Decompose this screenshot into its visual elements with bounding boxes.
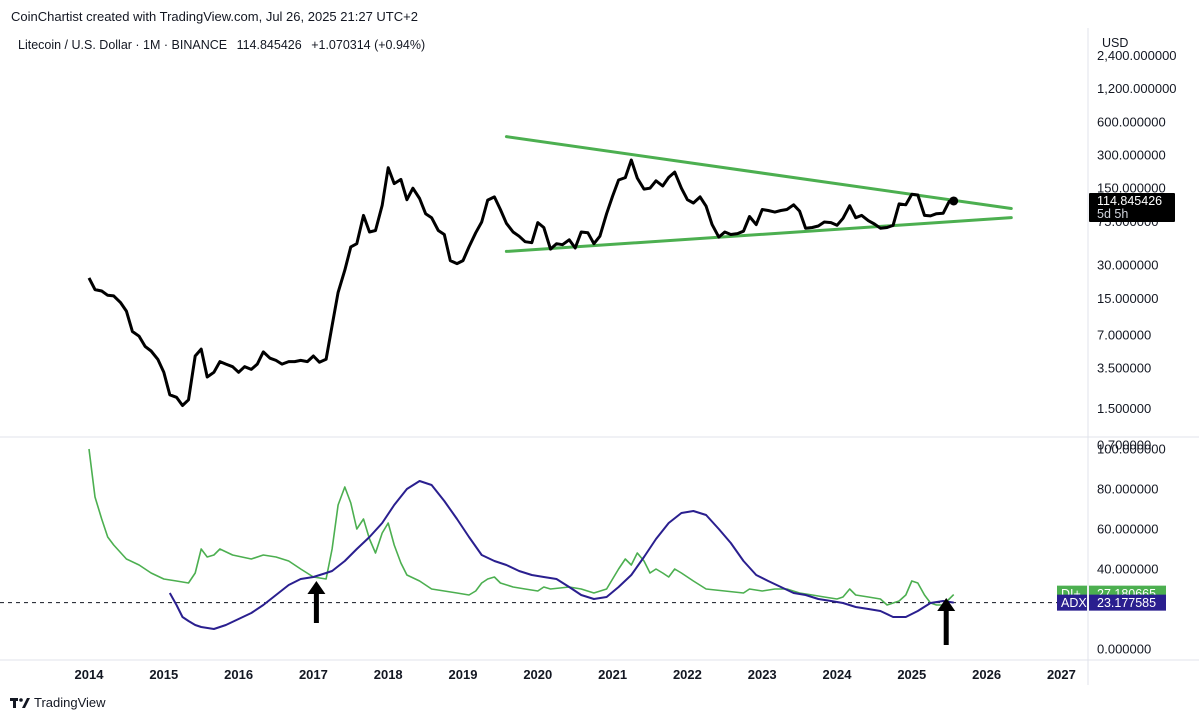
dmi-tick-label: 80.000000 <box>1097 482 1158 497</box>
year-tick-label: 2014 <box>75 667 105 682</box>
dmi-tick-label: 0.000000 <box>1097 642 1151 657</box>
year-tick-label: 2017 <box>299 667 328 682</box>
tradingview-logo[interactable]: TradingView <box>10 695 106 710</box>
currency-button[interactable]: USD <box>1102 36 1129 50</box>
price-tick-label: 7.000000 <box>1097 327 1151 342</box>
year-tick-label: 2015 <box>149 667 178 682</box>
dmi-tick-label: 100.000000 <box>1097 442 1166 457</box>
dmi-pane[interactable] <box>0 448 1088 645</box>
price-tick-label: 1,200.000000 <box>1097 81 1177 96</box>
x-axis[interactable]: 2014 2015 2016 2017 2018 2019 2020 2021 2022 2023… <box>75 667 1076 682</box>
year-tick-label: 2020 <box>523 667 552 682</box>
price-tick-label: 0.700000 <box>1097 438 1151 453</box>
year-tick-label: 2022 <box>673 667 702 682</box>
last-price: 114.845426 <box>236 38 302 52</box>
adx-value-tag: ADX 23.177585 <box>1057 594 1166 611</box>
price-tick-label: 30.000000 <box>1097 258 1158 273</box>
current-price-tag <box>1089 192 1175 222</box>
year-tick-label: 2023 <box>748 667 777 682</box>
arrow-up-annotation[interactable] <box>307 581 326 623</box>
year-tick-label: 2024 <box>823 667 853 682</box>
year-tick-label: 2027 <box>1047 667 1076 682</box>
dmi-axis[interactable]: 100.000000 80.000000 60.000000 40.000000 0.0… <box>1097 442 1166 657</box>
tradingview-logo-text: TradingView <box>34 695 106 710</box>
adx-line[interactable] <box>168 480 954 630</box>
price-pane[interactable] <box>87 135 1013 407</box>
di-plus-line[interactable] <box>88 448 955 606</box>
dmi-tick-label: 40.000000 <box>1097 562 1158 577</box>
adx-tag-name: ADX <box>1061 596 1087 610</box>
triangle-upper-trendline[interactable] <box>504 135 1013 211</box>
year-tick-label: 2026 <box>972 667 1001 682</box>
price-tick-label: 600.000000 <box>1097 114 1166 129</box>
symbol-legend[interactable]: Litecoin / U.S. Dollar · 1M · BINANCE 11… <box>18 38 431 52</box>
chart-attribution: CoinChartist created with TradingView.co… <box>11 9 418 24</box>
tradingview-logo-icon <box>10 697 30 708</box>
price-tick-label: 1.500000 <box>1097 401 1151 416</box>
current-price-tag-value: 114.845426 <box>1097 194 1162 208</box>
price-change: +1.070314 (+0.94%) <box>311 38 426 52</box>
ltc-price-line[interactable] <box>87 158 954 407</box>
triangle-lower-trendline[interactable] <box>504 216 1013 253</box>
price-tick-label: 300.000000 <box>1097 148 1166 163</box>
price-tick-label: 150.000000 <box>1097 181 1166 196</box>
adx-tag-value: 23.177585 <box>1097 596 1156 610</box>
price-axis[interactable]: 2,400.000000 1,200.000000 600.000000 300.00… <box>1097 48 1177 453</box>
arrow-up-annotation[interactable] <box>937 598 956 645</box>
symbol-name: Litecoin / U.S. Dollar · 1M · BINANCE <box>18 38 228 52</box>
year-tick-label: 2021 <box>598 667 627 682</box>
year-tick-label: 2018 <box>374 667 403 682</box>
dmi-tick-label: 60.000000 <box>1097 522 1158 537</box>
bar-countdown: 5d 5h <box>1097 207 1128 221</box>
year-tick-label: 2019 <box>449 667 478 682</box>
year-tick-label: 2025 <box>897 667 926 682</box>
price-tick-label: 3.500000 <box>1097 361 1151 376</box>
price-tick-label: 2,400.000000 <box>1097 48 1177 63</box>
last-price-marker <box>949 196 959 206</box>
price-tick-label: 15.000000 <box>1097 291 1158 306</box>
pane-dividers <box>0 28 1199 685</box>
year-tick-label: 2016 <box>224 667 253 682</box>
